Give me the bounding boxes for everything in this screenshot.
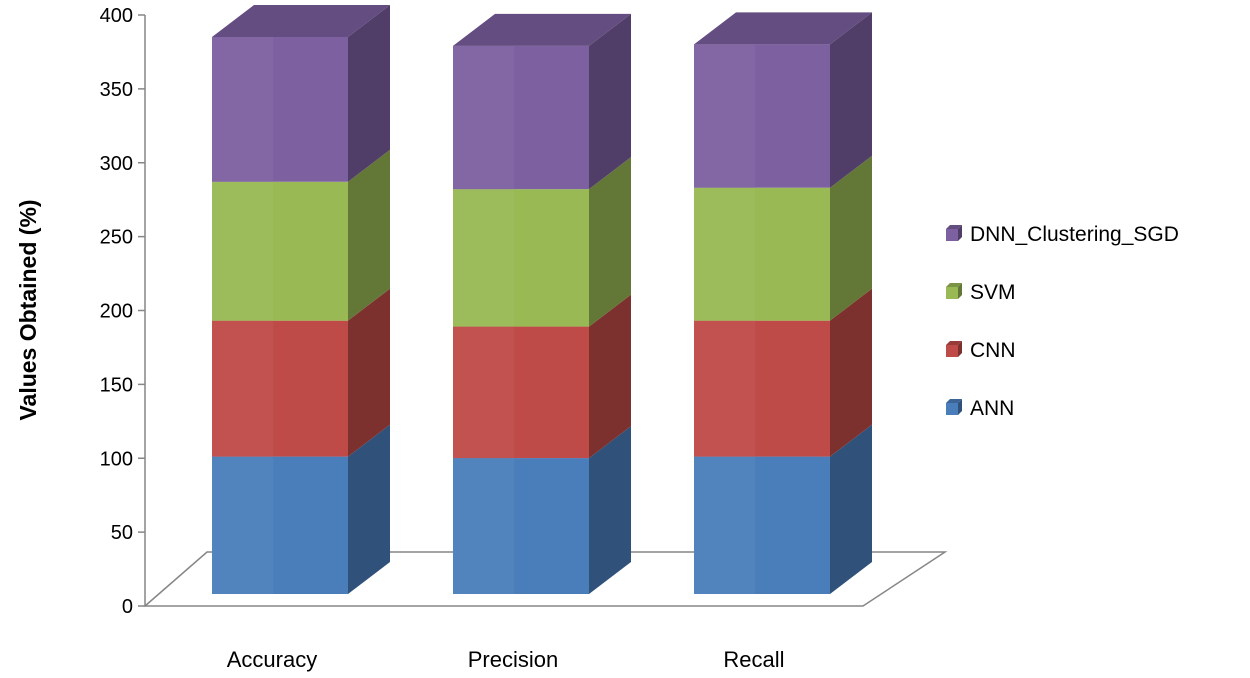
y-axis-label: Values Obtained (%)	[15, 199, 41, 420]
legend-swatch	[946, 403, 958, 415]
legend-swatch-top	[946, 399, 962, 403]
legend-swatch-side	[958, 283, 962, 299]
bar-ann-recall	[694, 424, 872, 594]
bar-stack-recall	[694, 12, 872, 594]
bar-top	[453, 13, 631, 46]
legend-label: SVM	[970, 281, 1016, 304]
x-tick-label: Recall	[723, 647, 784, 672]
y-tick-label: 300	[100, 153, 133, 175]
bar-stack-precision	[453, 13, 631, 594]
y-tick-label: 100	[100, 448, 133, 470]
bar-highlight	[453, 189, 515, 327]
legend-swatch-side	[958, 225, 962, 241]
bar-side	[348, 149, 390, 321]
bar-cnn-accuracy	[212, 288, 390, 457]
bar-ann-precision	[453, 426, 631, 594]
bar-side	[830, 288, 872, 457]
bar-highlight	[453, 326, 515, 459]
y-tick-label: 150	[100, 374, 133, 396]
bar-side	[830, 424, 872, 594]
legend: DNN_Clustering_SGD SVM CNN ANN	[946, 223, 1179, 420]
legend-swatch-top	[946, 225, 962, 229]
bar-dnn-clustering-sgd-accuracy	[212, 4, 390, 182]
y-tick-label: 400	[100, 5, 133, 27]
y-tick-label: 250	[100, 227, 133, 249]
bar-highlight	[694, 320, 756, 457]
bar-side	[348, 288, 390, 457]
bar-highlight	[212, 181, 274, 321]
bar-highlight	[453, 45, 515, 190]
bar-side	[348, 4, 390, 182]
bar-svm-precision	[453, 157, 631, 327]
legend-swatch-top	[946, 283, 962, 287]
legend-item-ann: ANN	[946, 397, 1014, 420]
legend-swatch-side	[958, 399, 962, 415]
legend-label: DNN_Clustering_SGD	[970, 223, 1179, 246]
bar-highlight	[212, 320, 274, 457]
bar-dnn-clustering-sgd-recall	[694, 12, 872, 188]
axes	[138, 14, 146, 607]
y-tick-label: 200	[100, 301, 133, 323]
bar-side	[348, 424, 390, 594]
bar-highlight	[694, 456, 756, 594]
legend-swatch-side	[958, 341, 962, 357]
x-tick-label: Accuracy	[227, 647, 317, 672]
bar-svm-recall	[694, 155, 872, 321]
legend-label: CNN	[970, 339, 1016, 362]
legend-swatch	[946, 345, 958, 357]
x-tick-labels: Accuracy Precision Recall	[227, 647, 785, 672]
legend-item-dnn-clustering-sgd: DNN_Clustering_SGD	[946, 223, 1179, 246]
bar-dnn-clustering-sgd-precision	[453, 13, 631, 190]
y-tick-labels: 0 50 100 150 200 250 300 350 400	[100, 5, 133, 618]
legend-item-svm: SVM	[946, 281, 1016, 304]
bar-highlight	[453, 458, 515, 594]
bar-svm-accuracy	[212, 149, 390, 321]
bar-side	[589, 157, 631, 327]
bar-stack-accuracy	[212, 4, 390, 594]
bar-side	[589, 13, 631, 190]
y-tick-label: 0	[122, 596, 133, 618]
bar-cnn-recall	[694, 288, 872, 457]
bar-side	[830, 155, 872, 321]
bar-side	[830, 12, 872, 188]
bar-highlight	[212, 456, 274, 594]
legend-item-cnn: CNN	[946, 339, 1016, 362]
legend-label: ANN	[970, 397, 1014, 420]
legend-swatch	[946, 287, 958, 299]
bar-top	[212, 4, 390, 37]
x-tick-label: Precision	[468, 647, 558, 672]
y-tick-label: 350	[100, 79, 133, 101]
bar-highlight	[694, 44, 756, 188]
bar-ann-accuracy	[212, 424, 390, 594]
bar-side	[589, 294, 631, 459]
bar-highlight	[212, 36, 274, 182]
legend-swatch	[946, 229, 958, 241]
bar-top	[694, 12, 872, 45]
bar-cnn-precision	[453, 294, 631, 459]
bar-side	[589, 426, 631, 594]
bar-highlight	[694, 187, 756, 321]
legend-swatch-top	[946, 341, 962, 345]
y-tick-label: 50	[111, 522, 133, 544]
bars	[212, 4, 872, 594]
